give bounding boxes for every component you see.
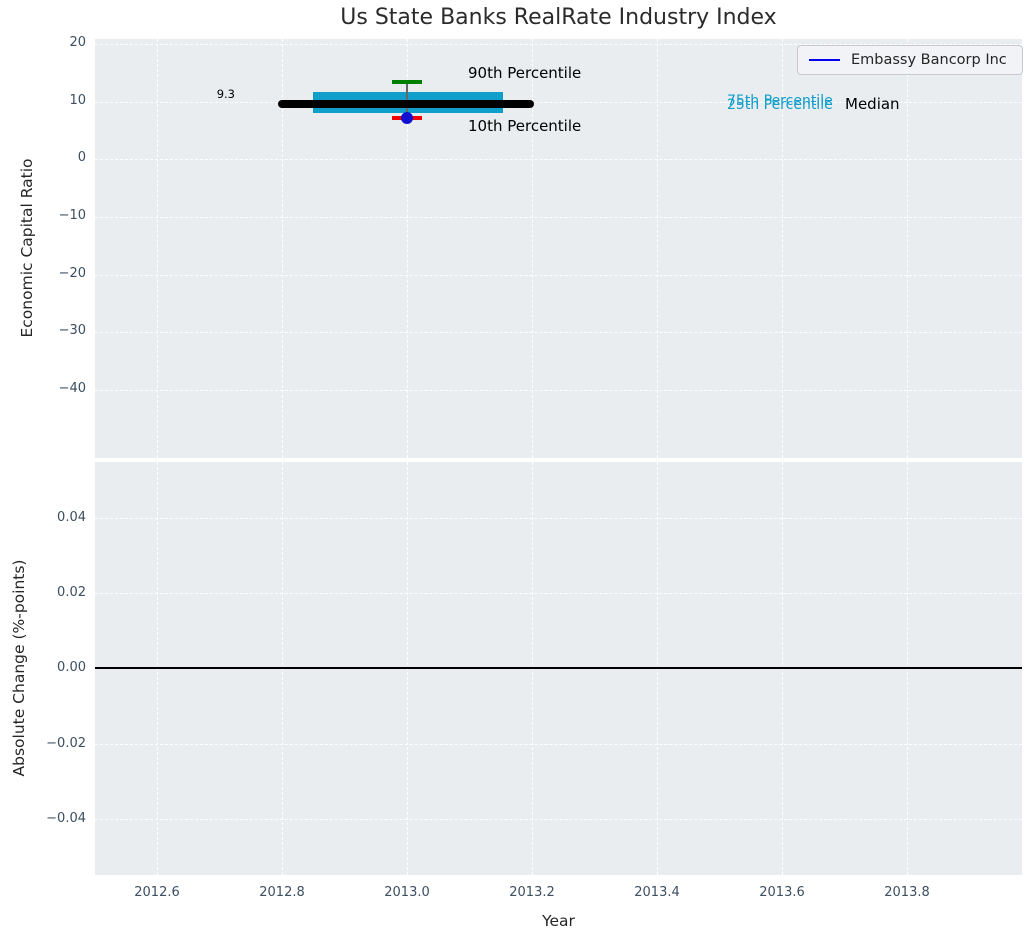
gridline [532, 39, 533, 458]
ytick-label: −20 [58, 266, 86, 281]
ytick-label: 20 [69, 35, 86, 50]
ytick-label: −30 [58, 323, 86, 338]
ytick-label: 0.00 [57, 660, 86, 675]
p90-cap [392, 80, 422, 84]
ytick-label: −0.02 [46, 736, 86, 751]
legend-line-swatch [809, 59, 840, 61]
gridline [95, 332, 1022, 333]
median-line [278, 100, 534, 108]
p10-annotation: 10th Percentile [468, 117, 582, 135]
gridline [95, 102, 1022, 103]
xtick-label: 2013.0 [384, 885, 430, 900]
legend-label: Embassy Bancorp Inc [851, 52, 1007, 68]
gridline [95, 275, 1022, 276]
p25-annotation: 25th Percentile [727, 97, 833, 113]
bottom-plot-area [95, 462, 1022, 875]
gridline [95, 593, 1022, 594]
bottom-y-axis-label: Absolute Change (%-points) [10, 559, 28, 777]
gridline [95, 44, 1022, 45]
ytick-label: 0 [77, 150, 86, 165]
ytick-label: 0.04 [57, 510, 86, 525]
gridline [95, 819, 1022, 820]
gridline [95, 518, 1022, 519]
gridline [95, 744, 1022, 745]
ytick-label: 10 [69, 93, 86, 108]
p90-annotation: 90th Percentile [468, 64, 582, 82]
top-y-axis-label: Economic Capital Ratio [18, 158, 36, 338]
top-plot-area: 9.3 90th Percentile 10th Percentile 75th… [95, 39, 1023, 458]
p75-annotation: 75th Percentile [727, 93, 833, 109]
ytick-label: −10 [58, 208, 86, 223]
ytick-label: 0.02 [57, 585, 86, 600]
xtick-label: 2012.8 [259, 885, 305, 900]
ytick-label: −0.04 [46, 811, 86, 826]
gridline [95, 159, 1022, 160]
gridline [95, 390, 1022, 391]
median-value-label: 9.3 [216, 87, 235, 101]
x-axis-label: Year [542, 912, 575, 930]
gridline [782, 39, 783, 458]
xtick-label: 2013.4 [634, 885, 680, 900]
gridline [95, 217, 1022, 218]
ytick-label: −40 [58, 381, 86, 396]
xtick-label: 2013.8 [884, 885, 930, 900]
zero-baseline [95, 667, 1022, 669]
gridline [407, 39, 408, 458]
gridline [907, 39, 908, 458]
legend: Embassy Bancorp Inc [797, 45, 1023, 75]
xtick-label: 2012.6 [134, 885, 180, 900]
gridline [282, 39, 283, 458]
median-annotation: Median [845, 95, 900, 113]
company-marker [401, 112, 413, 124]
gridline [657, 39, 658, 458]
xtick-label: 2013.6 [759, 885, 805, 900]
gridline [157, 39, 158, 458]
xtick-label: 2013.2 [509, 885, 555, 900]
chart-title: Us State Banks RealRate Industry Index [340, 5, 777, 30]
